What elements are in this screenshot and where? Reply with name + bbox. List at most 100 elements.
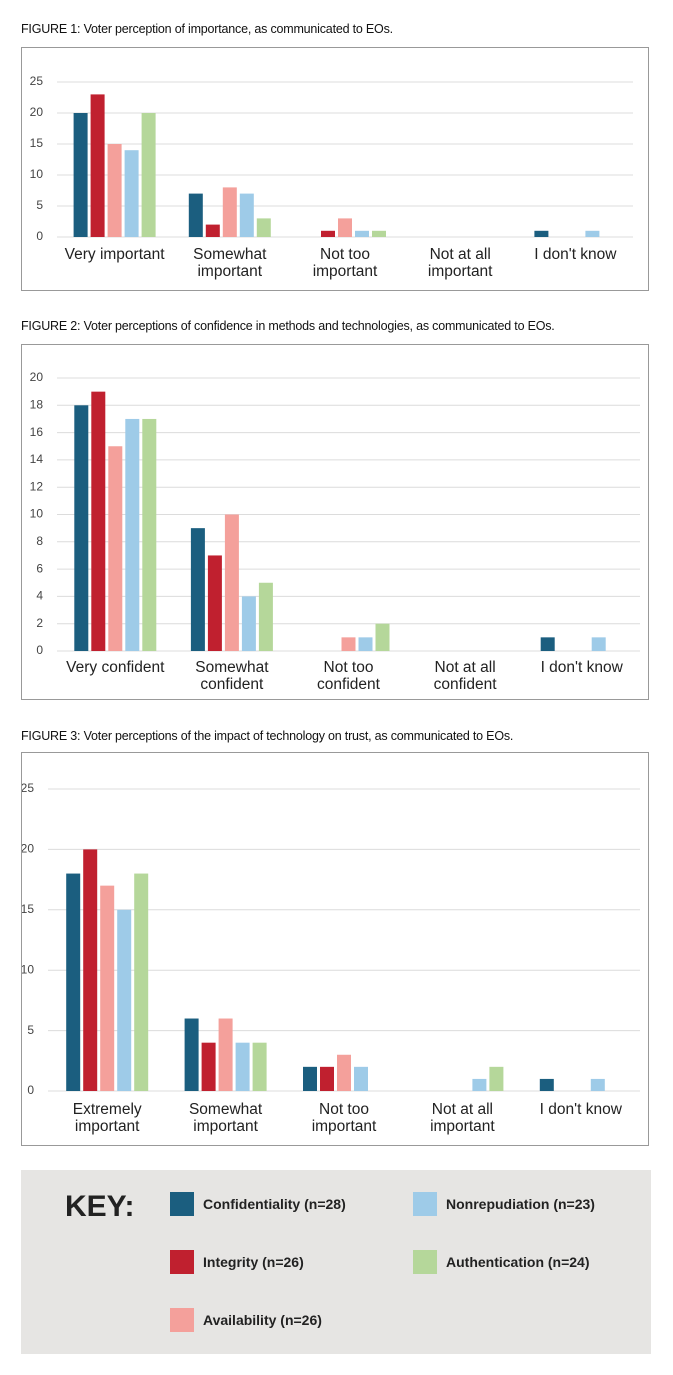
bar xyxy=(590,1078,605,1091)
bar xyxy=(134,873,149,1091)
bar xyxy=(66,873,81,1091)
x-tick-label: Somewhat important xyxy=(188,1101,263,1135)
y-tick-label: 20 xyxy=(30,370,44,384)
bar xyxy=(252,1042,267,1091)
legend-swatch xyxy=(170,1308,194,1332)
legend-label: Availability (n=26) xyxy=(203,1312,322,1328)
bar xyxy=(320,1066,334,1091)
chart-frame xyxy=(21,47,649,291)
bar xyxy=(321,230,335,237)
bar xyxy=(205,224,220,237)
legend-item: Authentication (n=24) xyxy=(413,1250,590,1274)
bar xyxy=(540,637,555,651)
bar xyxy=(585,230,600,237)
y-tick-label: 10 xyxy=(30,507,44,521)
bar xyxy=(91,391,106,651)
bar xyxy=(184,1018,199,1091)
bar xyxy=(207,555,222,651)
legend-item: Availability (n=26) xyxy=(170,1308,322,1332)
bar xyxy=(235,1042,250,1091)
y-tick-label: 10 xyxy=(30,167,44,181)
y-tick-label: 10 xyxy=(21,962,35,976)
figure-title: FIGURE 3: Voter perceptions of the impac… xyxy=(21,729,514,743)
bar xyxy=(201,1042,216,1091)
bar xyxy=(375,623,390,651)
key: KEY: Confidentiality (n=28) Integrity (n=… xyxy=(21,1170,651,1354)
x-tick-label: Not too confident xyxy=(317,659,380,693)
bar xyxy=(337,1054,351,1091)
y-tick-label: 5 xyxy=(36,198,43,212)
bar xyxy=(218,1018,233,1091)
legend-label: Integrity (n=26) xyxy=(203,1254,304,1270)
legend-swatch xyxy=(170,1192,194,1216)
bar xyxy=(108,446,123,651)
bar xyxy=(125,418,140,651)
bar xyxy=(73,113,88,237)
y-tick-label: 8 xyxy=(36,534,43,548)
legend-swatch xyxy=(413,1250,437,1274)
bar xyxy=(338,218,352,237)
x-tick-label: Not too important xyxy=(312,246,378,280)
y-tick-label: 4 xyxy=(36,589,43,603)
y-tick-label: 0 xyxy=(36,229,43,243)
x-tick-label: I don't know xyxy=(534,246,617,263)
bar xyxy=(239,193,254,237)
y-tick-label: 15 xyxy=(21,902,35,916)
bar xyxy=(83,849,98,1091)
bar xyxy=(100,885,115,1091)
x-tick-label: Somewhat important xyxy=(193,246,267,280)
x-tick-label: I don't know xyxy=(539,1101,622,1118)
x-tick-label: Not at all confident xyxy=(433,659,497,693)
legend-item: Confidentiality (n=28) xyxy=(170,1192,346,1216)
x-tick-label: Very important xyxy=(64,246,165,263)
x-tick-label: Not at all important xyxy=(430,1101,495,1135)
bar xyxy=(241,596,256,651)
legend-item: Integrity (n=26) xyxy=(170,1250,304,1274)
y-tick-label: 12 xyxy=(30,479,44,493)
x-tick-label: Somewhat confident xyxy=(195,659,269,693)
y-tick-label: 2 xyxy=(36,616,43,630)
bar xyxy=(124,150,139,237)
chart-frame xyxy=(21,752,649,1146)
bar xyxy=(222,187,237,237)
y-tick-label: 0 xyxy=(27,1083,34,1097)
y-tick-label: 25 xyxy=(30,74,44,88)
bar xyxy=(358,637,373,651)
chart-frame xyxy=(21,344,649,700)
x-tick-label: Very confident xyxy=(66,659,165,676)
y-tick-label: 20 xyxy=(21,842,35,856)
bar xyxy=(355,230,369,237)
legend-swatch xyxy=(413,1192,437,1216)
legend-label: Confidentiality (n=28) xyxy=(203,1196,346,1212)
bar xyxy=(341,637,356,651)
y-tick-label: 18 xyxy=(30,397,44,411)
bar xyxy=(354,1066,368,1091)
bar xyxy=(90,94,105,238)
bar xyxy=(534,230,549,237)
y-tick-label: 5 xyxy=(27,1023,34,1037)
y-tick-label: 0 xyxy=(36,643,43,657)
key-title: KEY: xyxy=(65,1190,135,1223)
bar xyxy=(591,637,606,651)
bar xyxy=(303,1066,317,1091)
x-tick-label: Extremely important xyxy=(72,1101,142,1135)
bar xyxy=(489,1066,504,1091)
figure-title: FIGURE 1: Voter perception of importance… xyxy=(21,22,393,36)
y-tick-label: 20 xyxy=(30,105,44,119)
figure-title: FIGURE 2: Voter perceptions of confidenc… xyxy=(21,319,555,333)
bar xyxy=(107,144,122,237)
x-tick-label: I don't know xyxy=(540,659,623,676)
bar xyxy=(224,514,239,651)
bar xyxy=(472,1078,487,1091)
y-tick-label: 25 xyxy=(21,781,35,795)
legend-label: Authentication (n=24) xyxy=(446,1254,590,1270)
y-tick-label: 16 xyxy=(30,425,44,439)
bar xyxy=(74,405,89,651)
bar xyxy=(141,113,156,237)
bar xyxy=(372,230,386,237)
legend-item: Nonrepudiation (n=23) xyxy=(413,1192,595,1216)
legend-label: Nonrepudiation (n=23) xyxy=(446,1196,595,1212)
bar xyxy=(142,418,157,651)
y-tick-label: 15 xyxy=(30,136,44,150)
